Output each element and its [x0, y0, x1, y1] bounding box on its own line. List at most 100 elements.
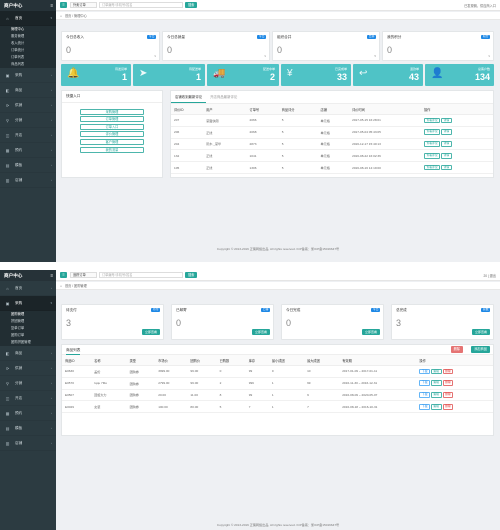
detail-button[interactable]: 详情 [441, 152, 452, 159]
cell: 8 [216, 389, 246, 402]
order-type-select[interactable]: 追踪订单 [70, 272, 97, 278]
tab-goods-reviews[interactable]: 开店商品最新评论 [210, 95, 238, 99]
breadcrumb-home[interactable]: 首页 [65, 14, 72, 18]
sub-item-group-pintuan[interactable]: 团购拼团管理 [11, 340, 31, 344]
hamburger-icon[interactable]: ≡ [60, 2, 67, 8]
search-input[interactable]: 订单编号/手机号/姓名 [99, 2, 183, 8]
view-review-button[interactable]: 查看评论 [423, 164, 441, 171]
tile-label: 总客户数 [477, 67, 490, 71]
cart-icon: ▣ [5, 72, 10, 78]
top-right-links[interactable]: 已发现佣，供应商入口 [464, 3, 496, 8]
cell: 2068 [246, 126, 279, 139]
hamburger-icon[interactable]: ≡ [60, 272, 67, 278]
sidebar-item-supply[interactable]: ⟳ 供销 › [0, 361, 56, 376]
col-header: 市场价 [155, 355, 188, 366]
table-row: 105 正线 1306 5 单元格 2016-08-16 14:19:00 查看评论 详情 [171, 161, 493, 174]
quick-link[interactable]: 我的流量 [80, 146, 144, 153]
download-button[interactable]: 下载 [419, 403, 430, 410]
cell: 207 [171, 114, 204, 127]
view-review-button[interactable]: 查看评论 [423, 141, 441, 147]
sidebar-item-home[interactable]: ⌂ 首页 ▾ [0, 11, 56, 26]
sidebar-item-purchase[interactable]: ▣ 采购 › [0, 68, 56, 83]
sidebar-item-shop[interactable]: ▥ 店铺 › [0, 173, 56, 188]
top-right-links[interactable]: 20 | 退出 [483, 273, 496, 278]
view-now-button[interactable]: 立即查看 [471, 329, 490, 335]
sidebar-item-label: 模板 [15, 425, 23, 430]
quick-link[interactable]: 客户管理 [80, 138, 144, 145]
view-review-button[interactable]: 查看评论 [423, 129, 441, 135]
sidebar-item-booking[interactable]: ▦ 预约 › [0, 406, 56, 421]
sidebar-item-goods[interactable]: ◧ 商品 › [0, 346, 56, 361]
sidebar-item-booking[interactable]: ▦ 预约 › [0, 143, 56, 158]
edit-button[interactable]: 编辑 [431, 380, 442, 386]
edit-button[interactable]: 编辑 [431, 403, 442, 410]
tab-shop-reviews[interactable]: 店铺收到最新评论 [171, 91, 207, 103]
sidebar-item-purchase[interactable]: ▣ 采购 ▾ [0, 296, 56, 311]
menu-toggle-icon[interactable]: ≡ [50, 273, 53, 278]
sub-item-order-stat[interactable]: 订单统计 [11, 48, 25, 52]
card-value: 0 [387, 45, 393, 55]
download-button[interactable]: 下载 [419, 392, 430, 398]
quick-link[interactable]: 订单入口 [80, 123, 144, 130]
cell: 单元格 [317, 114, 350, 127]
search-input[interactable]: 订单编号/手机号/姓名 [99, 272, 183, 278]
tile-delivering[interactable]: 🚚 配送中单 2 [207, 64, 279, 86]
chevron-right-icon: › [51, 88, 52, 92]
tile-customers[interactable]: 👤 总客户数 134 [425, 64, 494, 86]
tile-completed[interactable]: ¥ 已完成单 33 [281, 64, 351, 86]
col-header: 操作 [416, 355, 493, 366]
detail-button[interactable]: 详情 [441, 117, 452, 124]
sidebar-item-supply[interactable]: ⟳ 供销 › [0, 98, 56, 113]
sub-item-pintuan[interactable]: 拼团管理 [11, 319, 25, 323]
add-product-button[interactable]: 添加商品 [471, 346, 490, 353]
tile-pending-delivery[interactable]: ➤ 待配送单 1 [133, 64, 205, 86]
view-review-button[interactable]: 查看评论 [423, 117, 441, 124]
quick-link[interactable]: 订单管理 [80, 116, 144, 123]
quick-link[interactable]: 评价管理 [80, 131, 144, 138]
view-now-button[interactable]: 立即查看 [361, 329, 380, 335]
sidebar-item-shop[interactable]: ▥ 店铺 › [0, 436, 56, 451]
sub-item-product-list[interactable]: 商品列表 [11, 62, 25, 66]
share-icon: ⟳ [5, 102, 10, 108]
sidebar-item-distribution[interactable]: ⚲ 分销 › [0, 113, 56, 128]
view-review-button[interactable]: 查看评论 [423, 152, 441, 159]
col-header: 名称 [91, 355, 127, 366]
sidebar-item-home[interactable]: ⌂ 首页 › [0, 281, 56, 296]
sidebar-item-open-store[interactable]: ◫ 开店 › [0, 391, 56, 406]
detail-button[interactable]: 详情 [441, 164, 452, 171]
sidebar-item-template[interactable]: ▤ 模板 › [0, 158, 56, 173]
sub-item-repeat-order[interactable]: 复单订单 [11, 326, 25, 330]
sub-item-group-order[interactable]: 团购订单 [11, 333, 25, 337]
tile-refund[interactable]: ↩ 退款单 43 [353, 64, 423, 86]
edit-button[interactable]: 编辑 [431, 368, 442, 375]
sub-item-income[interactable]: 收入统计 [11, 41, 25, 45]
detail-button[interactable]: 详情 [441, 141, 452, 147]
detail-button[interactable]: 详情 [441, 129, 452, 135]
delete-row-button[interactable]: 删除 [442, 368, 454, 375]
sub-item-service[interactable]: 服务管理 [11, 34, 25, 38]
cell: 蒙面侠阁 [203, 114, 247, 127]
menu-toggle-icon[interactable]: ≡ [50, 3, 53, 8]
breadcrumb-home[interactable]: 首页 [65, 284, 72, 288]
delete-row-button[interactable]: 删除 [442, 380, 454, 386]
delete-row-button[interactable]: 删除 [442, 392, 454, 398]
download-button[interactable]: 下载 [419, 368, 430, 375]
view-now-button[interactable]: 立即查看 [251, 329, 270, 335]
edit-button[interactable]: 编辑 [431, 392, 442, 398]
delete-row-button[interactable]: 删除 [442, 403, 454, 410]
sidebar-item-template[interactable]: ▤ 模板 › [0, 421, 56, 436]
search-button[interactable]: 搜索 [185, 272, 198, 278]
download-button[interactable]: 下载 [419, 380, 430, 386]
tile-pending-ship[interactable]: 🔔 待发货单 1 [61, 64, 131, 86]
sub-item-manage[interactable]: 管理中心 [11, 27, 25, 31]
delete-button[interactable]: 删除 [450, 346, 463, 353]
sidebar-item-open-store[interactable]: ◫ 开店 › [0, 128, 56, 143]
sidebar-item-distribution[interactable]: ⚲ 分销 › [0, 376, 56, 391]
view-now-button[interactable]: 立即查看 [141, 329, 160, 335]
quick-link[interactable]: 采购管理 [80, 108, 144, 115]
sub-item-group-manage[interactable]: 团购管理 [11, 312, 25, 316]
sidebar-item-goods[interactable]: ◧ 商品 › [0, 83, 56, 98]
sub-item-order-list[interactable]: 订单列表 [11, 55, 25, 59]
order-type-select[interactable]: 外卖订单 [70, 2, 97, 8]
search-button[interactable]: 搜索 [185, 2, 198, 8]
